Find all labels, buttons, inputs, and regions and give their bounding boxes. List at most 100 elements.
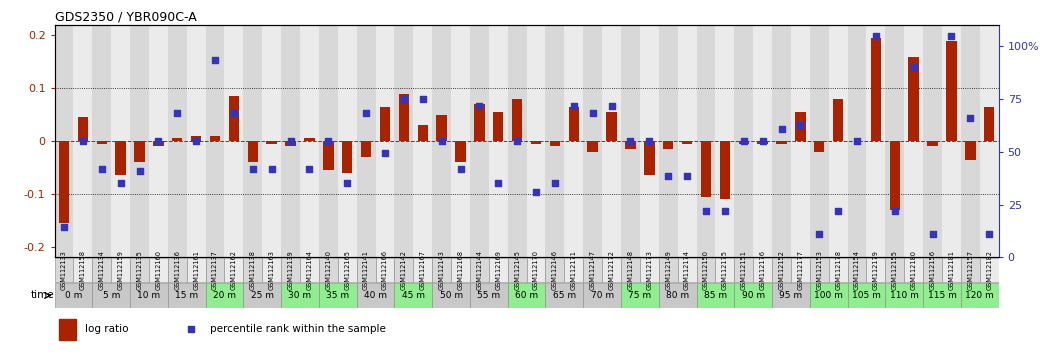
Bar — [682, 141, 692, 144]
Bar — [229, 96, 239, 141]
Bar — [493, 112, 504, 141]
Point — [93, 166, 110, 172]
Bar — [512, 99, 522, 141]
FancyBboxPatch shape — [885, 283, 923, 308]
Bar — [172, 138, 183, 141]
FancyBboxPatch shape — [545, 258, 564, 282]
FancyBboxPatch shape — [583, 258, 602, 282]
FancyBboxPatch shape — [621, 283, 659, 308]
Point — [112, 180, 129, 186]
Text: GSM112177: GSM112177 — [797, 250, 804, 290]
FancyBboxPatch shape — [791, 258, 810, 282]
FancyBboxPatch shape — [848, 283, 885, 308]
Bar — [984, 107, 994, 141]
Bar — [923, 25, 942, 257]
Text: 5 m: 5 m — [103, 291, 120, 300]
Point — [244, 166, 261, 172]
Bar — [942, 25, 961, 257]
Text: 50 m: 50 m — [440, 291, 463, 300]
Text: GSM112182: GSM112182 — [986, 250, 992, 290]
Text: GSM112170: GSM112170 — [533, 250, 539, 290]
FancyBboxPatch shape — [187, 258, 206, 282]
Text: GSM112160: GSM112160 — [155, 250, 162, 290]
Bar — [961, 25, 980, 257]
Text: 100 m: 100 m — [814, 291, 843, 300]
Bar — [187, 25, 206, 257]
Point — [263, 166, 280, 172]
FancyBboxPatch shape — [640, 258, 659, 282]
Text: GSM112154: GSM112154 — [854, 250, 860, 290]
Bar — [734, 25, 753, 257]
Text: GSM112180: GSM112180 — [911, 250, 917, 290]
Bar — [285, 141, 296, 147]
Text: GSM112159: GSM112159 — [117, 250, 124, 290]
Text: GSM112179: GSM112179 — [873, 250, 879, 290]
Bar — [757, 141, 768, 144]
Text: 60 m: 60 m — [515, 291, 538, 300]
FancyBboxPatch shape — [55, 283, 92, 308]
Point — [509, 138, 526, 144]
Point — [433, 138, 450, 144]
FancyBboxPatch shape — [527, 258, 545, 282]
Bar — [640, 25, 659, 257]
Text: 65 m: 65 m — [553, 291, 576, 300]
Text: 25 m: 25 m — [251, 291, 274, 300]
FancyBboxPatch shape — [432, 283, 470, 308]
Bar — [206, 25, 224, 257]
Text: GSM112176: GSM112176 — [759, 250, 766, 290]
Text: 95 m: 95 m — [779, 291, 802, 300]
Text: 70 m: 70 m — [591, 291, 614, 300]
Text: 40 m: 40 m — [364, 291, 387, 300]
Bar — [625, 141, 636, 149]
Point — [547, 180, 563, 186]
Text: GSM112148: GSM112148 — [627, 250, 634, 290]
Bar — [224, 25, 243, 257]
Bar — [323, 141, 334, 170]
Text: GSM112138: GSM112138 — [250, 250, 256, 290]
FancyBboxPatch shape — [848, 258, 866, 282]
Point — [414, 96, 431, 102]
FancyBboxPatch shape — [413, 258, 432, 282]
Text: GSM112142: GSM112142 — [401, 250, 407, 290]
Text: 85 m: 85 m — [704, 291, 727, 300]
Bar — [545, 25, 564, 257]
Bar — [848, 25, 866, 257]
Text: GSM112158: GSM112158 — [80, 250, 86, 290]
Text: GSM112175: GSM112175 — [722, 250, 728, 290]
Text: 110 m: 110 m — [890, 291, 919, 300]
Bar — [904, 25, 923, 257]
Bar — [715, 25, 734, 257]
FancyBboxPatch shape — [243, 283, 281, 308]
Point — [754, 138, 771, 144]
Text: GSM112133: GSM112133 — [61, 250, 67, 290]
Point — [886, 208, 903, 214]
Point — [490, 180, 507, 186]
Bar — [436, 115, 447, 141]
FancyBboxPatch shape — [659, 258, 678, 282]
Point — [320, 138, 337, 144]
Bar — [210, 136, 220, 141]
Bar — [130, 25, 149, 257]
Text: 55 m: 55 m — [477, 291, 500, 300]
Text: percentile rank within the sample: percentile rank within the sample — [210, 324, 386, 334]
Bar — [587, 141, 598, 152]
Point — [773, 127, 790, 132]
Point — [188, 138, 205, 144]
Bar — [810, 25, 829, 257]
Bar — [602, 25, 621, 257]
Text: GSM112144: GSM112144 — [476, 250, 483, 290]
Bar — [866, 25, 885, 257]
Point — [452, 166, 469, 172]
Point — [150, 138, 167, 144]
FancyBboxPatch shape — [508, 283, 545, 308]
FancyBboxPatch shape — [168, 283, 206, 308]
Bar — [829, 25, 848, 257]
Text: GSM112137: GSM112137 — [212, 250, 218, 290]
Bar — [342, 141, 352, 173]
Bar — [583, 25, 602, 257]
Text: GSM112163: GSM112163 — [269, 250, 275, 290]
Text: GSM112156: GSM112156 — [929, 250, 936, 290]
Text: GDS2350 / YBR090C-A: GDS2350 / YBR090C-A — [55, 11, 196, 24]
FancyBboxPatch shape — [734, 258, 753, 282]
Bar — [149, 25, 168, 257]
